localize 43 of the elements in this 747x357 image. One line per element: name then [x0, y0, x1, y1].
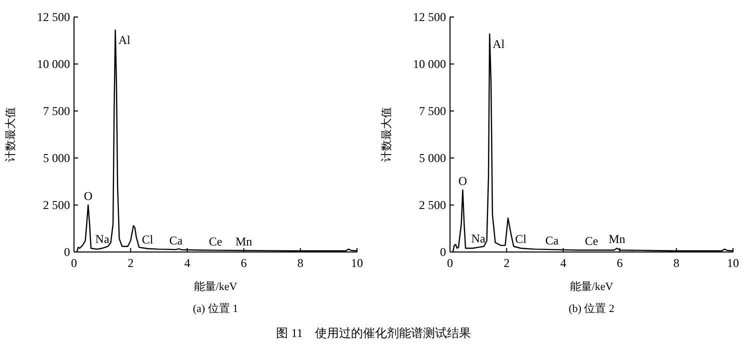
x-tick-label: 6 [240, 256, 247, 270]
y-tick-label: 10 000 [37, 57, 70, 71]
x-tick-label: 10 [351, 256, 363, 270]
annotation: O [458, 174, 468, 188]
annotation: O [84, 189, 93, 203]
y-tick-label: 5 000 [43, 151, 70, 165]
annotation: Mn [608, 232, 626, 246]
y-tick-label: 12 500 [37, 10, 70, 24]
annotation: Cl [142, 232, 154, 247]
y-axis-title: 计数最大值 [4, 107, 17, 162]
x-tick-label: 8 [673, 256, 680, 270]
y-tick-label: 2 500 [419, 198, 446, 212]
caption: 图 11 使用过的催化剂能谱测试结果 [276, 326, 471, 340]
text: (b) 位置 2 [568, 303, 614, 315]
text: (a) 位置 1 [192, 303, 238, 315]
x-tick-label: 2 [128, 256, 134, 270]
x-tick-label: 4 [560, 256, 566, 270]
annotation: Ca [545, 234, 560, 248]
y-tick-label: 2 500 [43, 198, 70, 212]
y-tick-label: 10 000 [413, 57, 446, 71]
y-tick-label: 0 [64, 245, 70, 259]
annotation: Na [95, 232, 110, 246]
x-tick-label: 6 [616, 256, 623, 270]
y-tick-label: 7 500 [43, 104, 70, 118]
annotation: Mn [235, 234, 252, 248]
annotation: Ce [584, 234, 598, 248]
x-tick-label: 10 [727, 256, 739, 270]
y-tick-label: 5 000 [419, 151, 446, 165]
annotation: Ca [169, 234, 184, 248]
y-axis-title: 计数最大值 [380, 107, 393, 162]
y-tick-label: 0 [440, 245, 446, 259]
annotation: Al [492, 36, 506, 51]
annotation: Al [118, 33, 131, 48]
x-tick-label: 4 [184, 256, 190, 270]
x-axis-title: 能量/keV [194, 280, 238, 293]
y-tick-label: 12 500 [413, 10, 446, 24]
y-tick-label: 7 500 [419, 104, 446, 118]
annotation: Cl [515, 232, 528, 246]
annotation: Ce [208, 234, 222, 248]
x-tick-label: 2 [504, 256, 510, 270]
x-tick-label: 8 [297, 256, 304, 270]
annotation: Na [471, 231, 486, 246]
x-axis-title: 能量/keV [570, 280, 614, 293]
